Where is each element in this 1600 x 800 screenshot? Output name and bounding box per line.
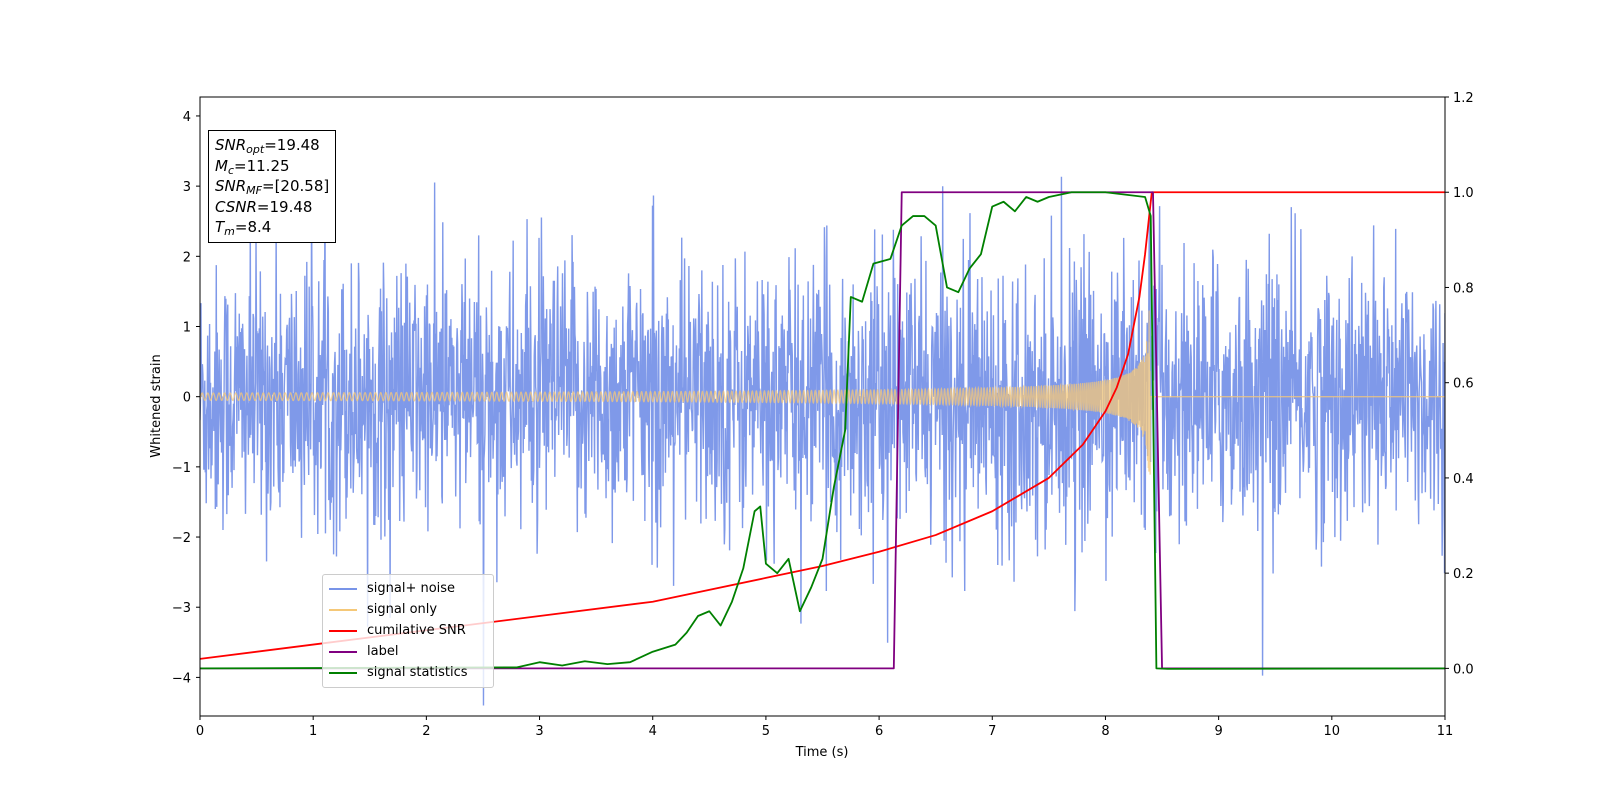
x-tick-label: 8	[1101, 724, 1109, 739]
y-right-tick-label: 1.0	[1453, 186, 1474, 201]
x-tick-label: 3	[535, 724, 543, 739]
info-snr-mf: SNRMF=[20.58]	[215, 177, 330, 197]
x-tick-label: 10	[1324, 724, 1341, 739]
legend-swatch	[329, 650, 357, 653]
x-tick-label: 1	[309, 724, 317, 739]
plot-area	[200, 146, 1445, 706]
y-right-tick-label: 0.8	[1453, 281, 1474, 296]
legend: signal+ noise signal only cumilative SNR…	[322, 574, 494, 688]
legend-item: signal only	[329, 599, 487, 620]
y-axis-label: Whitened strain	[149, 354, 164, 457]
y-left-tick-label: 2	[183, 250, 191, 265]
y-right-tick-label: 0.0	[1453, 662, 1474, 677]
y-left-tick-label: 4	[183, 110, 191, 125]
x-tick-label: 7	[988, 724, 996, 739]
x-axis: 0 1 2 3 4 5 6 7 8 9 10 11	[196, 716, 1453, 739]
legend-item: signal statistics	[329, 662, 487, 683]
y-left-tick-label: −1	[172, 461, 191, 476]
y-axis-left: 4 3 2 1 0 −1 −2 −3 −4	[172, 110, 200, 686]
y-left-tick-label: −3	[172, 601, 191, 616]
x-tick-label: 4	[649, 724, 657, 739]
x-tick-label: 0	[196, 724, 204, 739]
x-tick-label: 2	[422, 724, 430, 739]
y-right-tick-label: 0.2	[1453, 567, 1474, 582]
legend-item: cumilative SNR	[329, 620, 487, 641]
info-box: SNRopt=19.48 Mc=11.25 SNRMF=[20.58] CSNR…	[208, 130, 337, 243]
y-right-tick-label: 0.6	[1453, 377, 1474, 392]
legend-swatch	[329, 587, 357, 590]
y-left-tick-label: −2	[172, 531, 191, 546]
legend-item: label	[329, 641, 487, 662]
info-snr-opt: SNRopt=19.48	[215, 136, 320, 156]
x-tick-label: 9	[1214, 724, 1222, 739]
y-left-tick-label: 3	[183, 180, 191, 195]
x-axis-label: Time (s)	[795, 745, 849, 760]
y-left-tick-label: −4	[172, 671, 191, 686]
y-right-tick-label: 1.2	[1453, 91, 1474, 106]
y-left-tick-label: 1	[183, 320, 191, 335]
x-tick-label: 5	[762, 724, 770, 739]
legend-item: signal+ noise	[329, 578, 487, 599]
info-tm: Tm=8.4	[215, 218, 272, 238]
series-signal-noise	[200, 146, 1445, 706]
series-signal-statistics	[200, 191, 1445, 670]
series-cumulative-snr	[200, 191, 1445, 660]
x-tick-label: 11	[1437, 724, 1454, 739]
legend-swatch	[329, 671, 357, 674]
y-left-tick-label: 0	[183, 391, 191, 406]
plot-frame	[199, 96, 1446, 717]
series-signal-only	[200, 310, 1445, 475]
legend-swatch	[329, 629, 357, 632]
y-axis-right: 1.2 1.0 0.8 0.6 0.4 0.2 0.0	[1445, 91, 1474, 677]
info-csnr: CSNR=19.48	[215, 197, 313, 216]
y-right-tick-label: 0.4	[1453, 472, 1474, 487]
legend-swatch	[329, 608, 357, 611]
x-tick-label: 6	[875, 724, 883, 739]
info-mc: Mc=11.25	[215, 156, 290, 177]
